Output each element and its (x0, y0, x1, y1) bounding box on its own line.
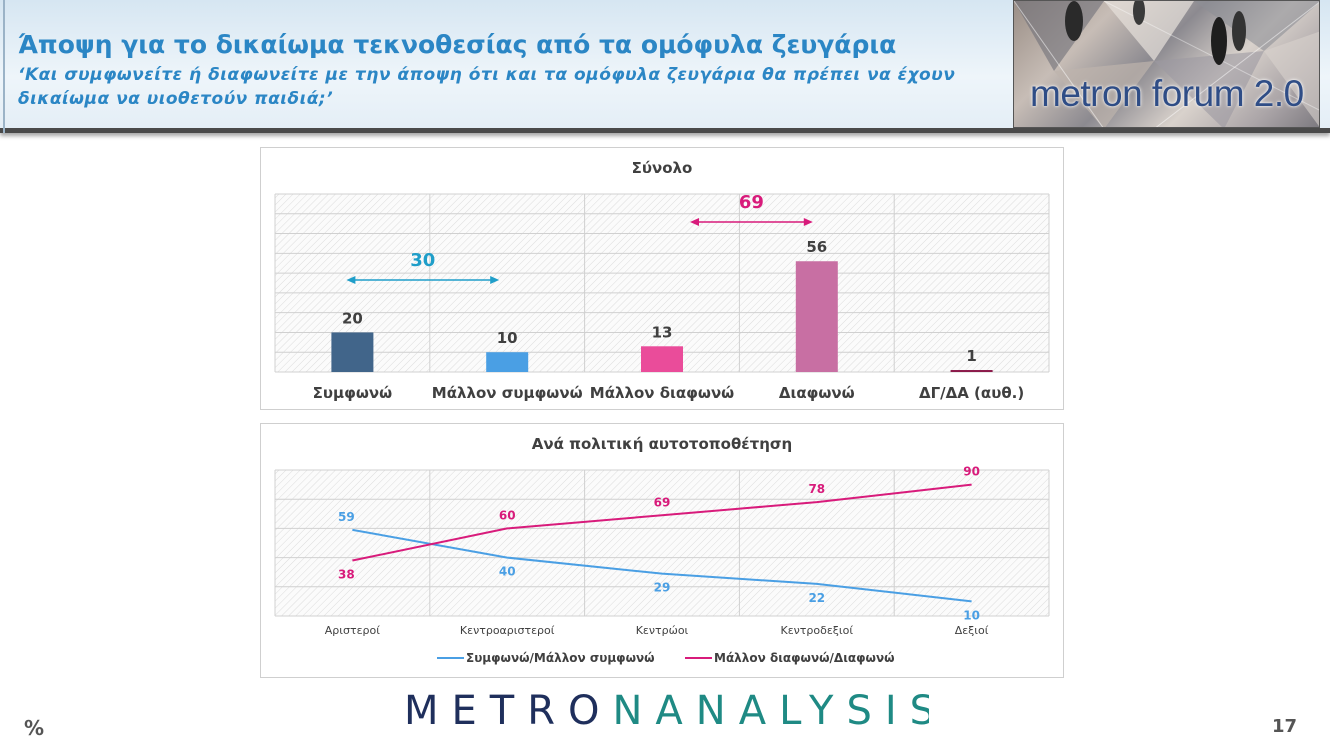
agree-total-label: 30 (410, 250, 435, 271)
forum-logo-text: metron forum 2.0 (1030, 73, 1304, 114)
bar (795, 261, 838, 372)
total-chart-panel: Σύνολο 20 Συμφωνώ 10 Μάλλον συμφωνώ 13 Μάλλον… (260, 147, 1064, 410)
data-point-label: 38 (338, 568, 355, 582)
bar-value-label: 20 (342, 309, 363, 327)
plot-area (275, 194, 1049, 372)
metronanalysis-logo: METRONANALYSIS (404, 690, 929, 730)
metronanalysis-logo-text: METRONANALYSIS (404, 690, 929, 730)
data-point-label: 40 (499, 565, 516, 579)
legend-entry: Μάλλον διαφωνώ/Διαφωνώ (714, 651, 895, 665)
category-label: Δεξιοί (955, 624, 989, 637)
bar (950, 370, 993, 372)
ideology-chart-title-text: Ανά πολιτική αυτοτοποθέτηση (531, 435, 793, 453)
bar (331, 332, 374, 372)
data-point-label: 90 (963, 465, 980, 479)
data-point-label: 78 (808, 482, 825, 496)
total-chart-title: Σύνολο (631, 159, 693, 177)
agree-series-line (352, 528, 972, 603)
page-number: 17 (1272, 716, 1298, 737)
data-point-label: 60 (499, 508, 516, 522)
bar-value-label: 1 (966, 347, 976, 365)
category-label: Διαφωνώ (779, 384, 855, 402)
ideology-chart-title: Ανά πολιτική αυτοτοποθέτηση (261, 435, 1063, 453)
category-label: Μάλλον διαφωνώ (590, 384, 734, 402)
bar-value-label: 13 (652, 323, 673, 341)
category-label: ΔΓ/ΔΑ (αυθ.) (919, 384, 1024, 402)
disagree-bracket-arrow-left (690, 218, 699, 226)
disagree-total-label: 69 (739, 192, 764, 213)
bar (641, 346, 683, 372)
disagree-series-line (352, 483, 972, 562)
category-label: Κεντροδεξιοί (780, 624, 853, 637)
slide-subtitle: ‘Και συμφωνείτε ή διαφωνείτε με την άποψ… (18, 65, 956, 109)
legend-entry: Συμφωνώ/Μάλλον συμφωνώ (466, 651, 655, 665)
category-label: Μάλλον συμφωνώ (432, 384, 583, 402)
header-rule (3, 0, 5, 133)
category-label: Αριστεροί (325, 624, 380, 637)
data-point-label: 69 (654, 495, 671, 509)
ideology-chart-panel: Ανά πολιτική αυτοτοποθέτηση Αριστεροί Κεν… (260, 423, 1064, 678)
category-label: Κεντρώοι (636, 624, 689, 637)
category-label: Κεντροαριστεροί (460, 624, 555, 637)
data-point-label: 59 (338, 510, 355, 524)
total-bar-chart: 20 Συμφωνώ 10 Μάλλον συμφωνώ 13 Μάλλον διαφων… (274, 192, 1050, 402)
data-point-label: 22 (808, 591, 825, 605)
forum-photo-graphic (1014, 1, 1319, 127)
slide-header: Άποψη για το δικαίωμα τεκνοθεσίας από τα… (0, 0, 1330, 133)
forum-logo: metron forum 2.0 (1013, 0, 1320, 128)
percent-sign: % (24, 716, 45, 740)
bar (486, 352, 529, 372)
bar-value-label: 56 (806, 238, 827, 256)
agree-bracket-arrow-right (490, 276, 500, 284)
disagree-bracket-arrow-right (803, 218, 813, 226)
data-point-label: 29 (654, 581, 671, 595)
slide-title: Άποψη για το δικαίωμα τεκνοθεσίας από τα… (18, 30, 897, 59)
category-label: Συμφωνώ (313, 384, 392, 402)
plot-area (275, 470, 1049, 616)
ideology-line-chart: Αριστεροί Κεντροαριστεροί Κεντρώοι Κεντροδε… (274, 465, 1050, 665)
agree-bracket-arrow-left (346, 276, 356, 284)
bar-value-label: 10 (497, 329, 518, 347)
data-point-label: 10 (963, 608, 980, 622)
